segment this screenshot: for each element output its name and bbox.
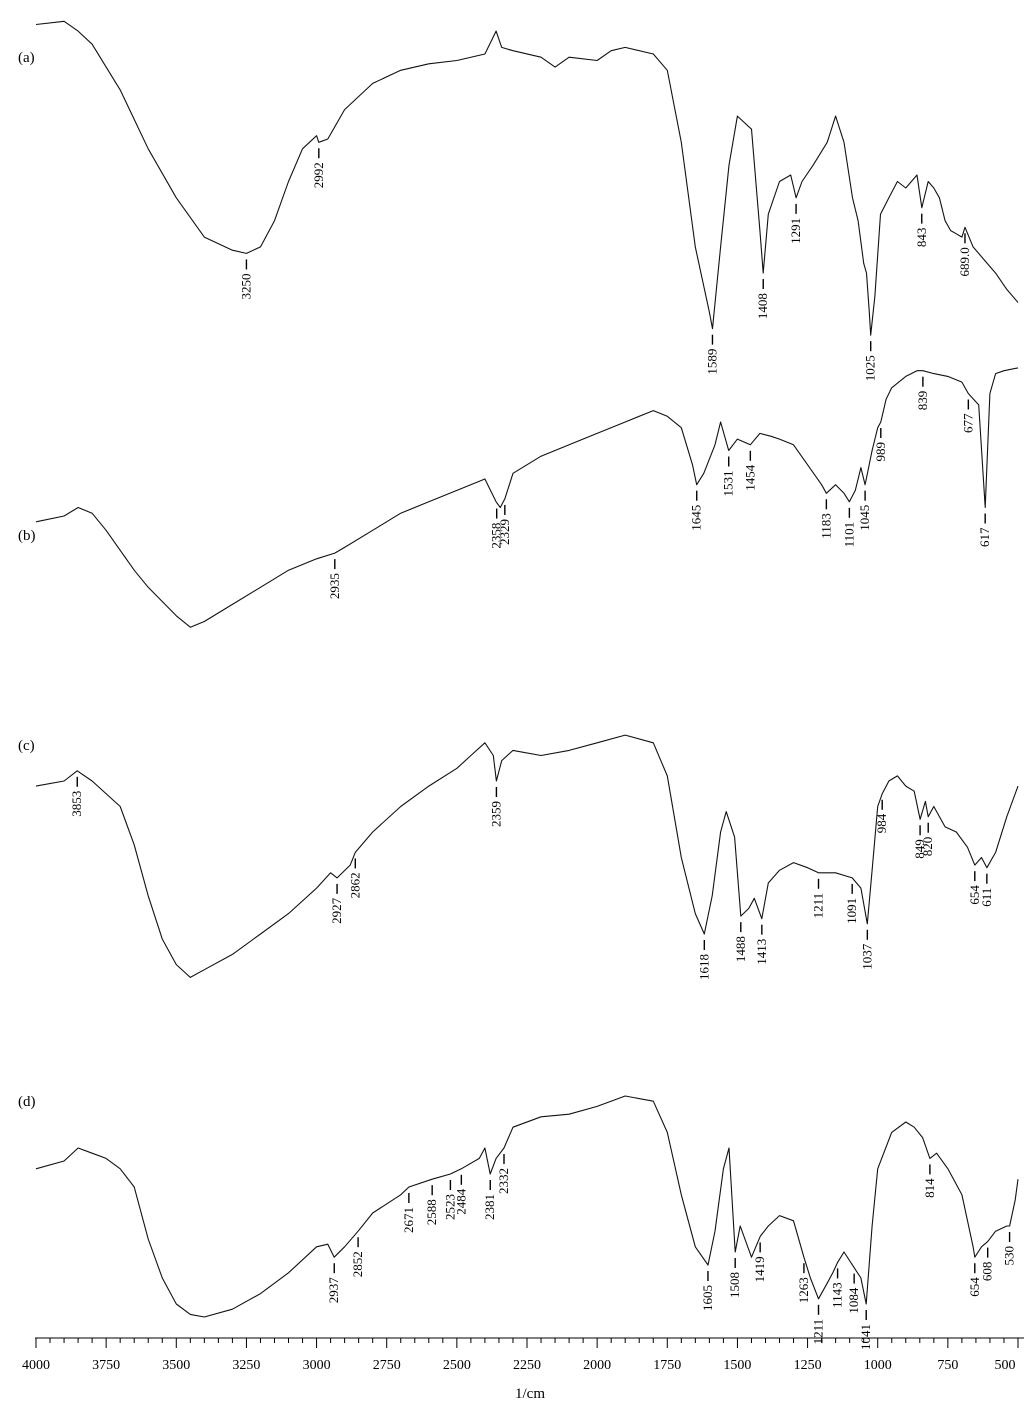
x-tick-label: 1000 [864,1358,892,1373]
peak-label: 1211 [811,893,826,919]
peak-label: 654 [967,1277,982,1297]
peak-label: 2359 [488,801,503,827]
panel-c-spectrum-line [35,734,1019,978]
panel-d-spectrum-line [35,1095,1019,1318]
peak-label: 1041 [858,1324,873,1350]
peak-label: 843 [914,228,929,248]
peak-label: 2862 [347,872,362,898]
peak-label: 1211 [811,1319,826,1345]
peak-label: 2588 [424,1199,439,1225]
peak-label: 677 [960,413,975,433]
peak-label: 2935 [327,573,342,599]
spectra-panels: (a) (b) (c) (d) [18,20,1019,1318]
peak-label: 3853 [69,791,84,817]
panel-c: (c) [18,734,1019,978]
x-tick-label: 2000 [583,1358,611,1373]
panel-b-spectrum-line [35,367,1019,628]
x-tick-label: 1750 [653,1358,681,1373]
peak-annotations: 3250 2992 1589 1408 1291 1025 843 689.0 2935 2358… [69,148,1017,1350]
peak-label: 1488 [733,936,748,962]
peak-label: 1618 [696,954,711,980]
peak-label: 1143 [830,1282,845,1308]
x-axis-title: 1/cm [515,1386,545,1402]
peak-label: 1419 [752,1256,767,1282]
peak-label: 2381 [482,1194,497,1220]
peak-label: 2927 [329,897,344,924]
x-tick-label: 2750 [373,1358,401,1373]
peak-label: 3250 [238,273,253,299]
x-axis-minor-ticks [49,1338,1005,1343]
panel-b-label: (b) [18,528,36,544]
peak-label: 1589 [704,349,719,375]
peak-label: 2937 [326,1277,341,1304]
peak-label: 1025 [863,355,878,381]
peak-label: 1291 [788,218,803,244]
peak-label: 839 [915,391,930,411]
peak-label: 2358 [489,523,504,549]
peak-label: 989 [873,442,888,462]
panel-b: (b) [18,367,1019,628]
peak-label: 654 [967,885,982,905]
peak-label: 689.0 [957,247,972,276]
peak-label: 1091 [844,898,859,924]
peak-label: 814 [922,1178,937,1198]
x-axis-major-ticks: 4000 3750 3500 3250 3000 2750 2500 2250 2000 1750… [22,1338,1019,1373]
peak-label: 2484 [453,1188,468,1215]
peak-label: 1531 [721,471,736,497]
peak-label: 849 [912,839,927,859]
x-tick-label: 4000 [22,1358,50,1373]
panel-a-spectrum-line [35,20,1019,336]
panel-a-label: (a) [18,50,35,66]
peak-label: 820 [920,837,935,857]
panel-c-label: (c) [18,738,35,754]
peak-label: 1508 [727,1272,742,1298]
peak-label: 530 [1002,1246,1017,1266]
peak-label: 608 [980,1262,995,1282]
peak-label: 1454 [742,464,757,491]
peak-label: 1101 [841,522,856,548]
peak-label: 1413 [754,939,769,965]
peak-label: 2332 [496,1168,511,1194]
x-tick-label: 2250 [513,1358,541,1373]
peak-label: 1645 [689,505,704,531]
x-tick-label: 1500 [723,1358,751,1373]
peak-label: 617 [977,527,992,547]
peak-label: 984 [874,813,889,833]
peak-label: 2523 [442,1194,457,1220]
x-tick-label: 3500 [162,1358,190,1373]
peak-label: 1037 [859,943,874,970]
peak-label: 2852 [350,1251,365,1277]
panel-a-peaks: 3250 2992 1589 1408 1291 1025 843 689.0 [238,148,972,381]
panel-a: (a) [18,20,1019,336]
peak-label: 2992 [311,162,326,188]
x-axis: 4000 3750 3500 3250 3000 2750 2500 2250 2000 1750… [22,1337,1024,1402]
x-tick-label: 3750 [92,1358,120,1373]
peak-label: 2329 [497,519,512,545]
peak-label: 611 [979,888,994,907]
peak-label: 1263 [796,1277,811,1303]
x-tick-label: 3000 [303,1358,331,1373]
peak-label: 1408 [755,293,770,319]
x-tick-label: 1250 [794,1358,822,1373]
peak-label: 1084 [846,1287,861,1314]
peak-label: 1183 [818,513,833,539]
peak-label: 1045 [857,505,872,531]
peak-label: 1605 [700,1285,715,1311]
x-tick-label: 750 [937,1358,958,1373]
x-tick-label: 3250 [232,1358,260,1373]
x-tick-label: 500 [995,1358,1016,1373]
x-tick-label: 2500 [443,1358,471,1373]
panel-d-label: (d) [18,1094,36,1110]
panel-d: (d) [18,1094,1019,1318]
peak-label: 2671 [401,1207,416,1233]
